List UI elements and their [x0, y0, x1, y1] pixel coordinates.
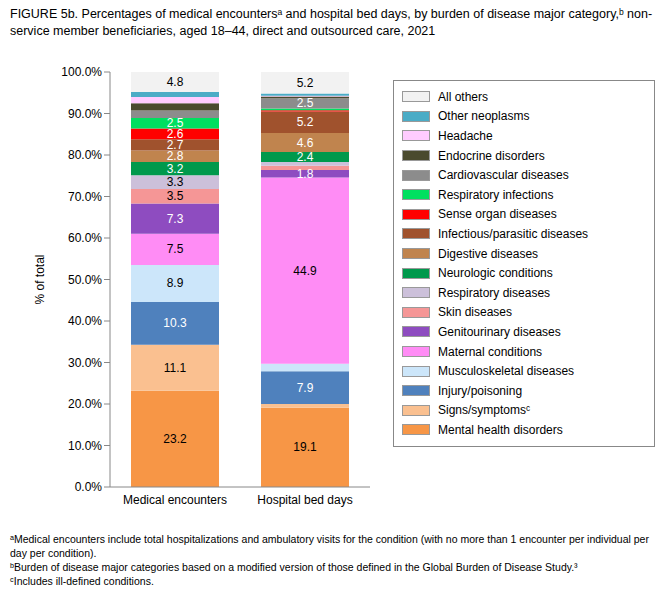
svg-text:2.5: 2.5 [297, 96, 314, 110]
html-text:Headache: Headache [438, 129, 493, 143]
svg-text:2.8: 2.8 [166, 149, 184, 164]
svg-text:10.3: 10.3 [163, 316, 187, 330]
svg-text:7.5: 7.5 [167, 242, 184, 256]
html-text:ᶜIncludes ill-defined conditio: ᶜIncludes ill-defined conditions. [10, 575, 154, 587]
html-text:Respiratory infections: Respiratory infections [438, 187, 554, 202]
svg-text:2.7: 2.7 [166, 137, 184, 152]
svg-text:3.3: 3.3 [167, 175, 184, 189]
html-text:Neurologic conditions: Neurologic conditions [438, 266, 553, 281]
svg-text:5.2: 5.2 [297, 76, 314, 90]
svg-text:60.0%: 60.0% [68, 231, 102, 245]
svg-text:Hospital bed days: Hospital bed days [257, 493, 352, 507]
svg-text:20.0%: 20.0% [68, 397, 102, 411]
html-text:Musculoskeletal diseases: Musculoskeletal diseases [438, 364, 575, 379]
svg-text:7.9: 7.9 [297, 381, 314, 395]
html-text:ᵃMedical encounters include to: ᵃMedical encounters include total hospit… [10, 533, 649, 559]
svg-text:40.0%: 40.0% [68, 314, 102, 328]
html-text:Infectious/parasitic diseases: Infectious/parasitic diseases [438, 227, 589, 241]
svg-text:10.0%: 10.0% [68, 439, 102, 453]
html-text:Digestive diseases: Digestive diseases [438, 246, 539, 261]
svg-text:2.4: 2.4 [297, 150, 314, 164]
svg-text:23.2: 23.2 [163, 432, 187, 446]
html-text:Skin diseases: Skin diseases [438, 305, 512, 320]
html-text:Cardiovascular diseases: Cardiovascular diseases [438, 168, 569, 183]
svg-text:8.9: 8.9 [167, 276, 184, 290]
html-text:Genitourinary diseases: Genitourinary diseases [438, 324, 561, 339]
html-text:All others: All others [438, 89, 488, 104]
html-text:Mental health disorders: Mental health disorders [438, 422, 563, 437]
svg-text:90.0%: 90.0% [68, 107, 102, 121]
svg-text:% of total: % of total [33, 254, 47, 304]
svg-text:50.0%: 50.0% [68, 273, 102, 287]
svg-text:0.0%: 0.0% [75, 480, 103, 494]
html-text:Endocrine disorders: Endocrine disorders [438, 148, 545, 163]
svg-text:100.0%: 100.0% [61, 65, 102, 79]
svg-text:44.9: 44.9 [293, 264, 317, 278]
html-text:Other neoplasms: Other neoplasms [438, 109, 530, 124]
svg-text:2.6: 2.6 [166, 126, 184, 141]
svg-text:3.2: 3.2 [167, 162, 184, 176]
html-text:FIGURE 5b. Percentages of medi: FIGURE 5b. Percentages of medical encoun… [10, 7, 653, 38]
html-text:ᵇBurden of disease major categ: ᵇBurden of disease major categories base… [10, 561, 578, 573]
svg-text:80.0%: 80.0% [68, 148, 102, 162]
html-text:Injury/poisoning: Injury/poisoning [438, 383, 523, 398]
svg-text:7.3: 7.3 [167, 212, 184, 226]
svg-text:Medical encounters: Medical encounters [123, 493, 227, 507]
svg-text:1.8: 1.8 [297, 167, 314, 181]
svg-text:3.5: 3.5 [167, 189, 184, 203]
svg-text:11.1: 11.1 [164, 361, 187, 375]
svg-text:19.1: 19.1 [293, 440, 317, 454]
svg-text:4.8: 4.8 [167, 75, 184, 89]
html-text:Sense organ diseases: Sense organ diseases [438, 207, 557, 222]
svg-text:5.2: 5.2 [297, 115, 314, 129]
html-text:Maternal conditions: Maternal conditions [438, 344, 543, 359]
svg-text:4.6: 4.6 [297, 136, 314, 150]
html-text:Signs/symptomsᶜ: Signs/symptomsᶜ [438, 403, 531, 418]
svg-text:2.5: 2.5 [167, 116, 184, 130]
svg-text:70.0%: 70.0% [68, 190, 102, 204]
svg-text:30.0%: 30.0% [68, 356, 102, 370]
html-text:Respiratory diseases: Respiratory diseases [438, 285, 551, 300]
